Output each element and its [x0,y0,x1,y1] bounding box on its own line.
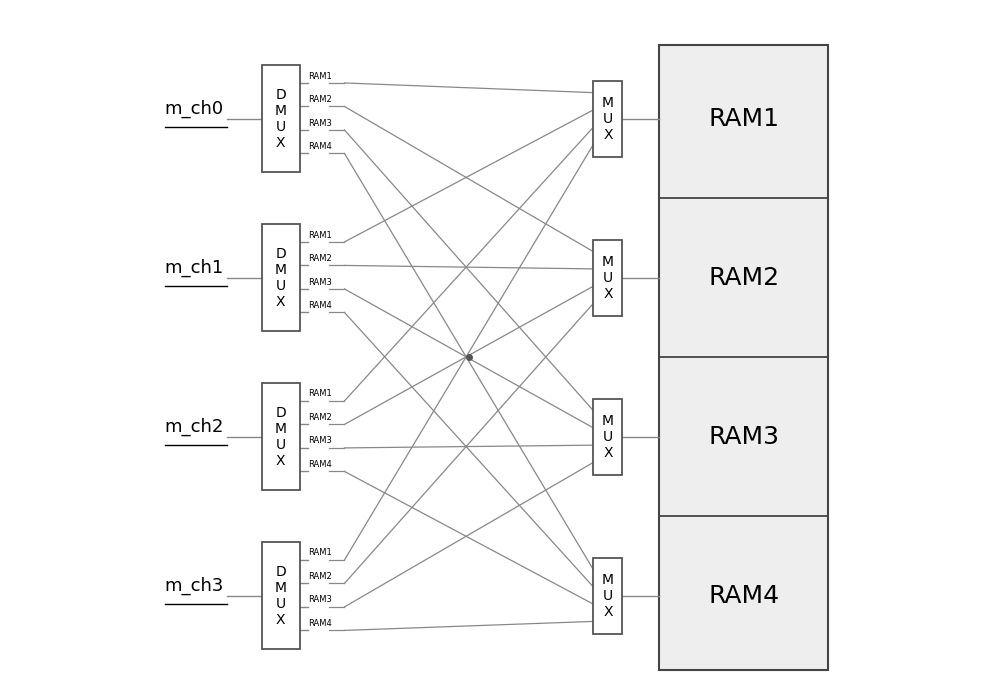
Text: m_ch0: m_ch0 [165,99,224,118]
Text: RAM1: RAM1 [309,71,332,81]
Text: M
U
X: M U X [602,255,614,301]
Text: RAM3: RAM3 [309,119,332,128]
Text: RAM4: RAM4 [309,460,332,469]
Text: D
M
U
X: D M U X [275,87,287,150]
Text: M
U
X: M U X [602,573,614,619]
Text: m_ch3: m_ch3 [165,576,224,595]
Text: RAM3: RAM3 [708,425,779,449]
Bar [593,240,622,316]
Text: M
U
X: M U X [602,414,614,460]
Text: D
M
U
X: D M U X [275,564,287,627]
Bar [262,224,300,332]
Text: RAM1: RAM1 [309,230,332,239]
Text: RAM2: RAM2 [309,95,332,104]
Text: RAM4: RAM4 [309,142,332,151]
Bar [659,44,828,670]
Text: RAM4: RAM4 [708,584,779,608]
Text: m_ch1: m_ch1 [165,258,224,277]
Text: RAM1: RAM1 [708,107,779,131]
Text: RAM4: RAM4 [309,301,332,310]
Text: RAM2: RAM2 [309,572,332,581]
Bar [262,383,300,491]
Text: RAM3: RAM3 [309,437,332,446]
Bar [262,65,300,173]
Text: RAM2: RAM2 [708,266,779,290]
Text: RAM3: RAM3 [309,595,332,604]
Text: RAM1: RAM1 [309,389,332,398]
Bar [593,399,622,475]
Bar [593,81,622,157]
Text: RAM2: RAM2 [309,254,332,263]
Text: m_ch2: m_ch2 [165,417,224,436]
Bar [593,558,622,634]
Text: M
U
X: M U X [602,96,614,142]
Text: RAM1: RAM1 [309,548,332,557]
Bar [262,542,300,650]
Text: RAM2: RAM2 [309,413,332,422]
Text: RAM3: RAM3 [309,278,332,287]
Text: D
M
U
X: D M U X [275,405,287,468]
Text: RAM4: RAM4 [309,619,332,628]
Text: D
M
U
X: D M U X [275,246,287,310]
